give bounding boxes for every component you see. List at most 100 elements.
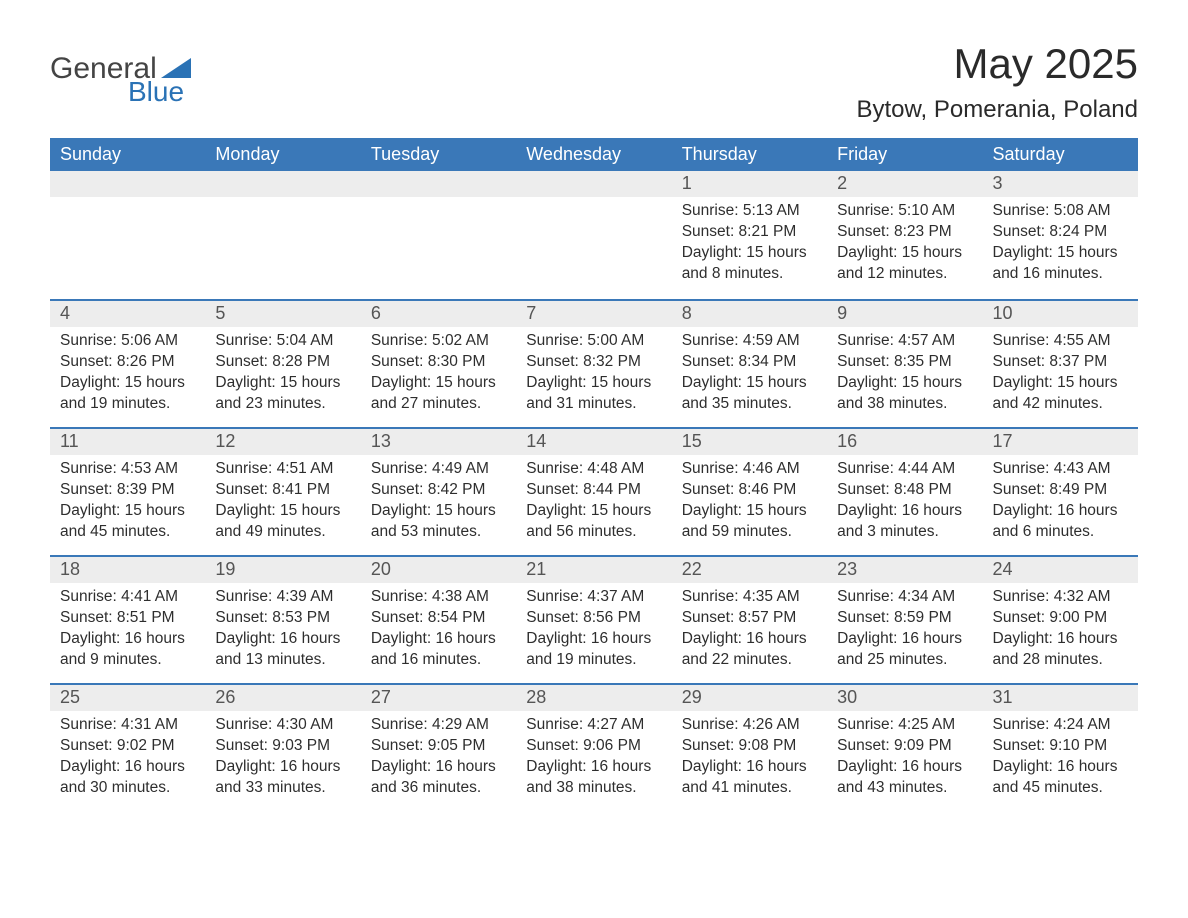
day-info-line: Daylight: 15 hours [993, 373, 1128, 394]
day-info-line: Daylight: 15 hours [60, 501, 195, 522]
day-number: 23 [827, 557, 982, 583]
day-info-line: Sunrise: 4:53 AM [60, 459, 195, 480]
day-cell: 11Sunrise: 4:53 AMSunset: 8:39 PMDayligh… [50, 429, 205, 555]
day-info-line: and 28 minutes. [993, 650, 1128, 671]
day-info-line: Daylight: 16 hours [526, 757, 661, 778]
day-body: Sunrise: 5:13 AMSunset: 8:21 PMDaylight:… [672, 197, 827, 293]
day-number [205, 171, 360, 197]
day-info-line: Daylight: 15 hours [682, 373, 817, 394]
logo-triangle-icon [161, 56, 191, 78]
day-info-line: Sunset: 9:10 PM [993, 736, 1128, 757]
day-number: 2 [827, 171, 982, 197]
day-info-line: Sunset: 8:51 PM [60, 608, 195, 629]
day-info-line: Sunrise: 4:46 AM [682, 459, 817, 480]
day-cell: 17Sunrise: 4:43 AMSunset: 8:49 PMDayligh… [983, 429, 1138, 555]
day-info-line: Sunset: 8:30 PM [371, 352, 506, 373]
day-info-line: Sunset: 8:37 PM [993, 352, 1128, 373]
day-body: Sunrise: 4:53 AMSunset: 8:39 PMDaylight:… [50, 455, 205, 551]
weekday-header: Wednesday [516, 138, 671, 171]
day-info-line: Sunset: 8:39 PM [60, 480, 195, 501]
day-body: Sunrise: 4:38 AMSunset: 8:54 PMDaylight:… [361, 583, 516, 679]
day-info-line: and 30 minutes. [60, 778, 195, 799]
day-cell: 8Sunrise: 4:59 AMSunset: 8:34 PMDaylight… [672, 301, 827, 427]
day-info-line: Daylight: 15 hours [215, 501, 350, 522]
day-info-line: Daylight: 15 hours [371, 373, 506, 394]
day-number: 13 [361, 429, 516, 455]
day-body: Sunrise: 4:35 AMSunset: 8:57 PMDaylight:… [672, 583, 827, 679]
day-info-line: Daylight: 16 hours [682, 757, 817, 778]
day-body: Sunrise: 4:55 AMSunset: 8:37 PMDaylight:… [983, 327, 1138, 423]
day-info-line: and 42 minutes. [993, 394, 1128, 415]
day-info-line: and 16 minutes. [371, 650, 506, 671]
day-info-line: Sunrise: 4:41 AM [60, 587, 195, 608]
day-info-line: Sunrise: 4:49 AM [371, 459, 506, 480]
day-info-line: Sunset: 8:54 PM [371, 608, 506, 629]
day-body: Sunrise: 4:27 AMSunset: 9:06 PMDaylight:… [516, 711, 671, 807]
day-info-line: Sunset: 8:53 PM [215, 608, 350, 629]
day-info-line: Sunset: 8:41 PM [215, 480, 350, 501]
day-info-line: Sunset: 8:59 PM [837, 608, 972, 629]
day-cell: 14Sunrise: 4:48 AMSunset: 8:44 PMDayligh… [516, 429, 671, 555]
day-info-line: Sunset: 9:00 PM [993, 608, 1128, 629]
day-info-line: and 3 minutes. [837, 522, 972, 543]
day-number: 31 [983, 685, 1138, 711]
day-body: Sunrise: 4:59 AMSunset: 8:34 PMDaylight:… [672, 327, 827, 423]
day-info-line: Sunset: 8:35 PM [837, 352, 972, 373]
day-info-line: Sunrise: 4:59 AM [682, 331, 817, 352]
day-info-line: Daylight: 15 hours [993, 243, 1128, 264]
day-info-line: Sunset: 8:24 PM [993, 222, 1128, 243]
day-info-line: and 22 minutes. [682, 650, 817, 671]
day-info-line: Sunrise: 4:30 AM [215, 715, 350, 736]
day-info-line: Sunset: 9:02 PM [60, 736, 195, 757]
day-info-line: Daylight: 15 hours [526, 373, 661, 394]
day-info-line: Sunset: 9:03 PM [215, 736, 350, 757]
day-body: Sunrise: 4:41 AMSunset: 8:51 PMDaylight:… [50, 583, 205, 679]
day-info-line: and 49 minutes. [215, 522, 350, 543]
brand-logo: General Blue [50, 40, 191, 108]
day-body: Sunrise: 4:30 AMSunset: 9:03 PMDaylight:… [205, 711, 360, 807]
day-info-line: Sunset: 8:26 PM [60, 352, 195, 373]
day-body: Sunrise: 4:25 AMSunset: 9:09 PMDaylight:… [827, 711, 982, 807]
day-info-line: Sunrise: 4:34 AM [837, 587, 972, 608]
day-info-line: and 8 minutes. [682, 264, 817, 285]
day-info-line: and 16 minutes. [993, 264, 1128, 285]
day-info-line: Sunrise: 4:31 AM [60, 715, 195, 736]
day-cell [361, 171, 516, 299]
day-cell: 28Sunrise: 4:27 AMSunset: 9:06 PMDayligh… [516, 685, 671, 811]
day-info-line: and 41 minutes. [682, 778, 817, 799]
day-info-line: Sunset: 9:09 PM [837, 736, 972, 757]
day-number [516, 171, 671, 197]
day-number: 6 [361, 301, 516, 327]
day-info-line: Daylight: 16 hours [371, 629, 506, 650]
day-body: Sunrise: 4:31 AMSunset: 9:02 PMDaylight:… [50, 711, 205, 807]
day-number: 29 [672, 685, 827, 711]
day-body: Sunrise: 5:10 AMSunset: 8:23 PMDaylight:… [827, 197, 982, 293]
day-number: 20 [361, 557, 516, 583]
weekday-header: Sunday [50, 138, 205, 171]
day-number: 24 [983, 557, 1138, 583]
day-number: 19 [205, 557, 360, 583]
day-body: Sunrise: 5:04 AMSunset: 8:28 PMDaylight:… [205, 327, 360, 423]
day-body: Sunrise: 4:29 AMSunset: 9:05 PMDaylight:… [361, 711, 516, 807]
weekday-header: Friday [827, 138, 982, 171]
day-number: 17 [983, 429, 1138, 455]
day-cell: 9Sunrise: 4:57 AMSunset: 8:35 PMDaylight… [827, 301, 982, 427]
day-cell: 3Sunrise: 5:08 AMSunset: 8:24 PMDaylight… [983, 171, 1138, 299]
day-info-line: Sunset: 8:21 PM [682, 222, 817, 243]
day-cell: 12Sunrise: 4:51 AMSunset: 8:41 PMDayligh… [205, 429, 360, 555]
day-number: 27 [361, 685, 516, 711]
day-number: 14 [516, 429, 671, 455]
top-bar: General Blue May 2025 Bytow, Pomerania, … [50, 40, 1138, 124]
day-number: 18 [50, 557, 205, 583]
day-number: 10 [983, 301, 1138, 327]
day-info-line: Daylight: 15 hours [682, 501, 817, 522]
day-info-line: and 45 minutes. [993, 778, 1128, 799]
day-info-line: and 33 minutes. [215, 778, 350, 799]
day-info-line: and 25 minutes. [837, 650, 972, 671]
day-cell: 24Sunrise: 4:32 AMSunset: 9:00 PMDayligh… [983, 557, 1138, 683]
day-body [516, 197, 671, 209]
day-cell: 18Sunrise: 4:41 AMSunset: 8:51 PMDayligh… [50, 557, 205, 683]
day-number: 3 [983, 171, 1138, 197]
day-info-line: Daylight: 16 hours [993, 501, 1128, 522]
day-info-line: Sunset: 9:06 PM [526, 736, 661, 757]
